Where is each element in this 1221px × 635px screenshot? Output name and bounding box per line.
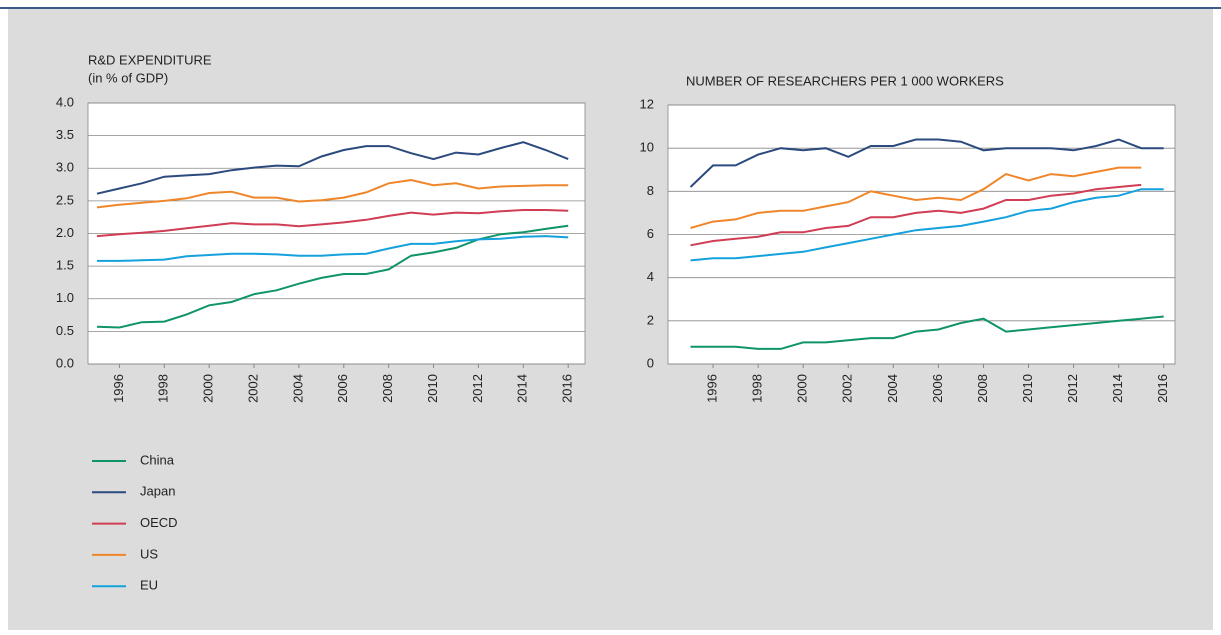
legend-label: Japan xyxy=(140,484,175,499)
series-line xyxy=(690,315,1164,350)
chart-subtitle: (in % of GDP) xyxy=(88,70,168,85)
y-tick-label: 0 xyxy=(647,355,654,370)
y-tick-label: 10 xyxy=(640,140,654,155)
series-line xyxy=(690,183,1142,247)
y-tick-label: 1.5 xyxy=(56,258,74,273)
x-tick-label: 1996 xyxy=(705,374,720,403)
chart-title: R&D EXPENDITURE xyxy=(88,52,212,67)
chart-title: NUMBER OF RESEARCHERS PER 1 000 WORKERS xyxy=(686,73,1004,88)
x-tick-label: 1996 xyxy=(111,374,126,403)
x-tick-label: 2012 xyxy=(1065,374,1080,403)
x-tick-label: 2006 xyxy=(335,374,350,403)
y-tick-label: 2.0 xyxy=(56,225,74,240)
series-line xyxy=(96,178,569,209)
series-line xyxy=(689,138,1164,188)
x-tick-label: 2002 xyxy=(245,374,260,403)
series-line xyxy=(690,188,1164,262)
x-tick-label: 2010 xyxy=(425,374,440,403)
y-tick-label: 3.5 xyxy=(56,127,74,142)
y-tick-label: 12 xyxy=(640,96,654,111)
y-tick-label: 1.0 xyxy=(56,290,74,305)
y-tick-label: 3.0 xyxy=(56,160,74,175)
x-tick-label: 2000 xyxy=(795,374,810,403)
legend-label: US xyxy=(140,546,158,561)
y-tick-label: 4 xyxy=(647,269,654,284)
x-tick-label: 2016 xyxy=(1155,374,1170,403)
y-tick-label: 6 xyxy=(647,226,654,241)
x-tick-label: 2014 xyxy=(515,374,530,403)
legend-label: OECD xyxy=(140,515,178,530)
legend-label: China xyxy=(140,452,175,467)
y-tick-label: 2 xyxy=(647,312,654,327)
series-line xyxy=(96,224,569,329)
series-line xyxy=(97,235,569,262)
x-tick-label: 1998 xyxy=(750,374,765,403)
x-tick-label: 2004 xyxy=(885,374,900,403)
series-line xyxy=(690,166,1142,229)
series-line xyxy=(96,209,569,238)
x-tick-label: 2008 xyxy=(380,374,395,403)
y-tick-label: 0.0 xyxy=(56,355,74,370)
x-tick-label: 2012 xyxy=(470,374,485,403)
x-tick-label: 2014 xyxy=(1110,374,1125,403)
x-tick-label: 2008 xyxy=(975,374,990,403)
y-tick-label: 4.0 xyxy=(56,94,74,109)
x-tick-label: 2006 xyxy=(930,374,945,403)
y-tick-label: 2.5 xyxy=(56,192,74,207)
series-line xyxy=(96,141,569,195)
legend-label: EU xyxy=(140,578,158,593)
x-tick-label: 2016 xyxy=(560,374,575,403)
x-tick-label: 2002 xyxy=(840,374,855,403)
y-tick-label: 0.5 xyxy=(56,323,74,338)
x-tick-label: 2010 xyxy=(1020,374,1035,403)
y-tick-label: 8 xyxy=(647,183,654,198)
x-tick-label: 2004 xyxy=(290,374,305,403)
x-tick-label: 2000 xyxy=(201,374,216,403)
x-tick-label: 1998 xyxy=(156,374,171,403)
